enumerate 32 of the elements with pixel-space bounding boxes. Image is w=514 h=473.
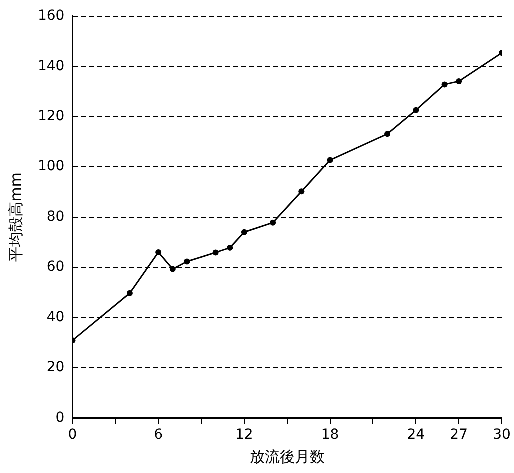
point bbox=[384, 131, 391, 138]
point bbox=[241, 229, 248, 236]
point bbox=[170, 266, 176, 272]
y-tick-label: 160 bbox=[38, 8, 65, 24]
point bbox=[126, 290, 133, 296]
y-tick-label: 140 bbox=[38, 58, 65, 74]
y-tick-label: 120 bbox=[38, 108, 65, 124]
x-tick-label: 30 bbox=[493, 427, 511, 444]
x-tick-label: 6 bbox=[154, 427, 164, 444]
y-tick-label: 20 bbox=[46, 360, 65, 376]
x-tick-label: 12 bbox=[236, 427, 254, 444]
point bbox=[212, 250, 219, 256]
y-tick-label: 100 bbox=[38, 158, 65, 175]
point bbox=[184, 258, 190, 265]
point bbox=[442, 82, 448, 88]
point bbox=[327, 157, 334, 164]
y-tick-label: 40 bbox=[46, 309, 65, 326]
x-axis-title: 放流後月数 bbox=[250, 448, 325, 466]
point bbox=[156, 249, 162, 256]
x-tick-label: 18 bbox=[321, 427, 340, 444]
x-tick-label: 24 bbox=[407, 427, 426, 444]
point bbox=[227, 244, 234, 251]
y-tick-label: 60 bbox=[46, 259, 65, 276]
point bbox=[270, 220, 276, 226]
x-tick-label: 0 bbox=[68, 427, 78, 444]
point bbox=[456, 78, 462, 84]
y-tick-label: 80 bbox=[46, 208, 65, 225]
y-tick-label: 0 bbox=[56, 410, 65, 426]
x-tick-label: 27 bbox=[450, 427, 468, 444]
y-axis-title: 平均殻高mm bbox=[6, 172, 25, 262]
point bbox=[413, 107, 420, 114]
point bbox=[298, 188, 305, 195]
